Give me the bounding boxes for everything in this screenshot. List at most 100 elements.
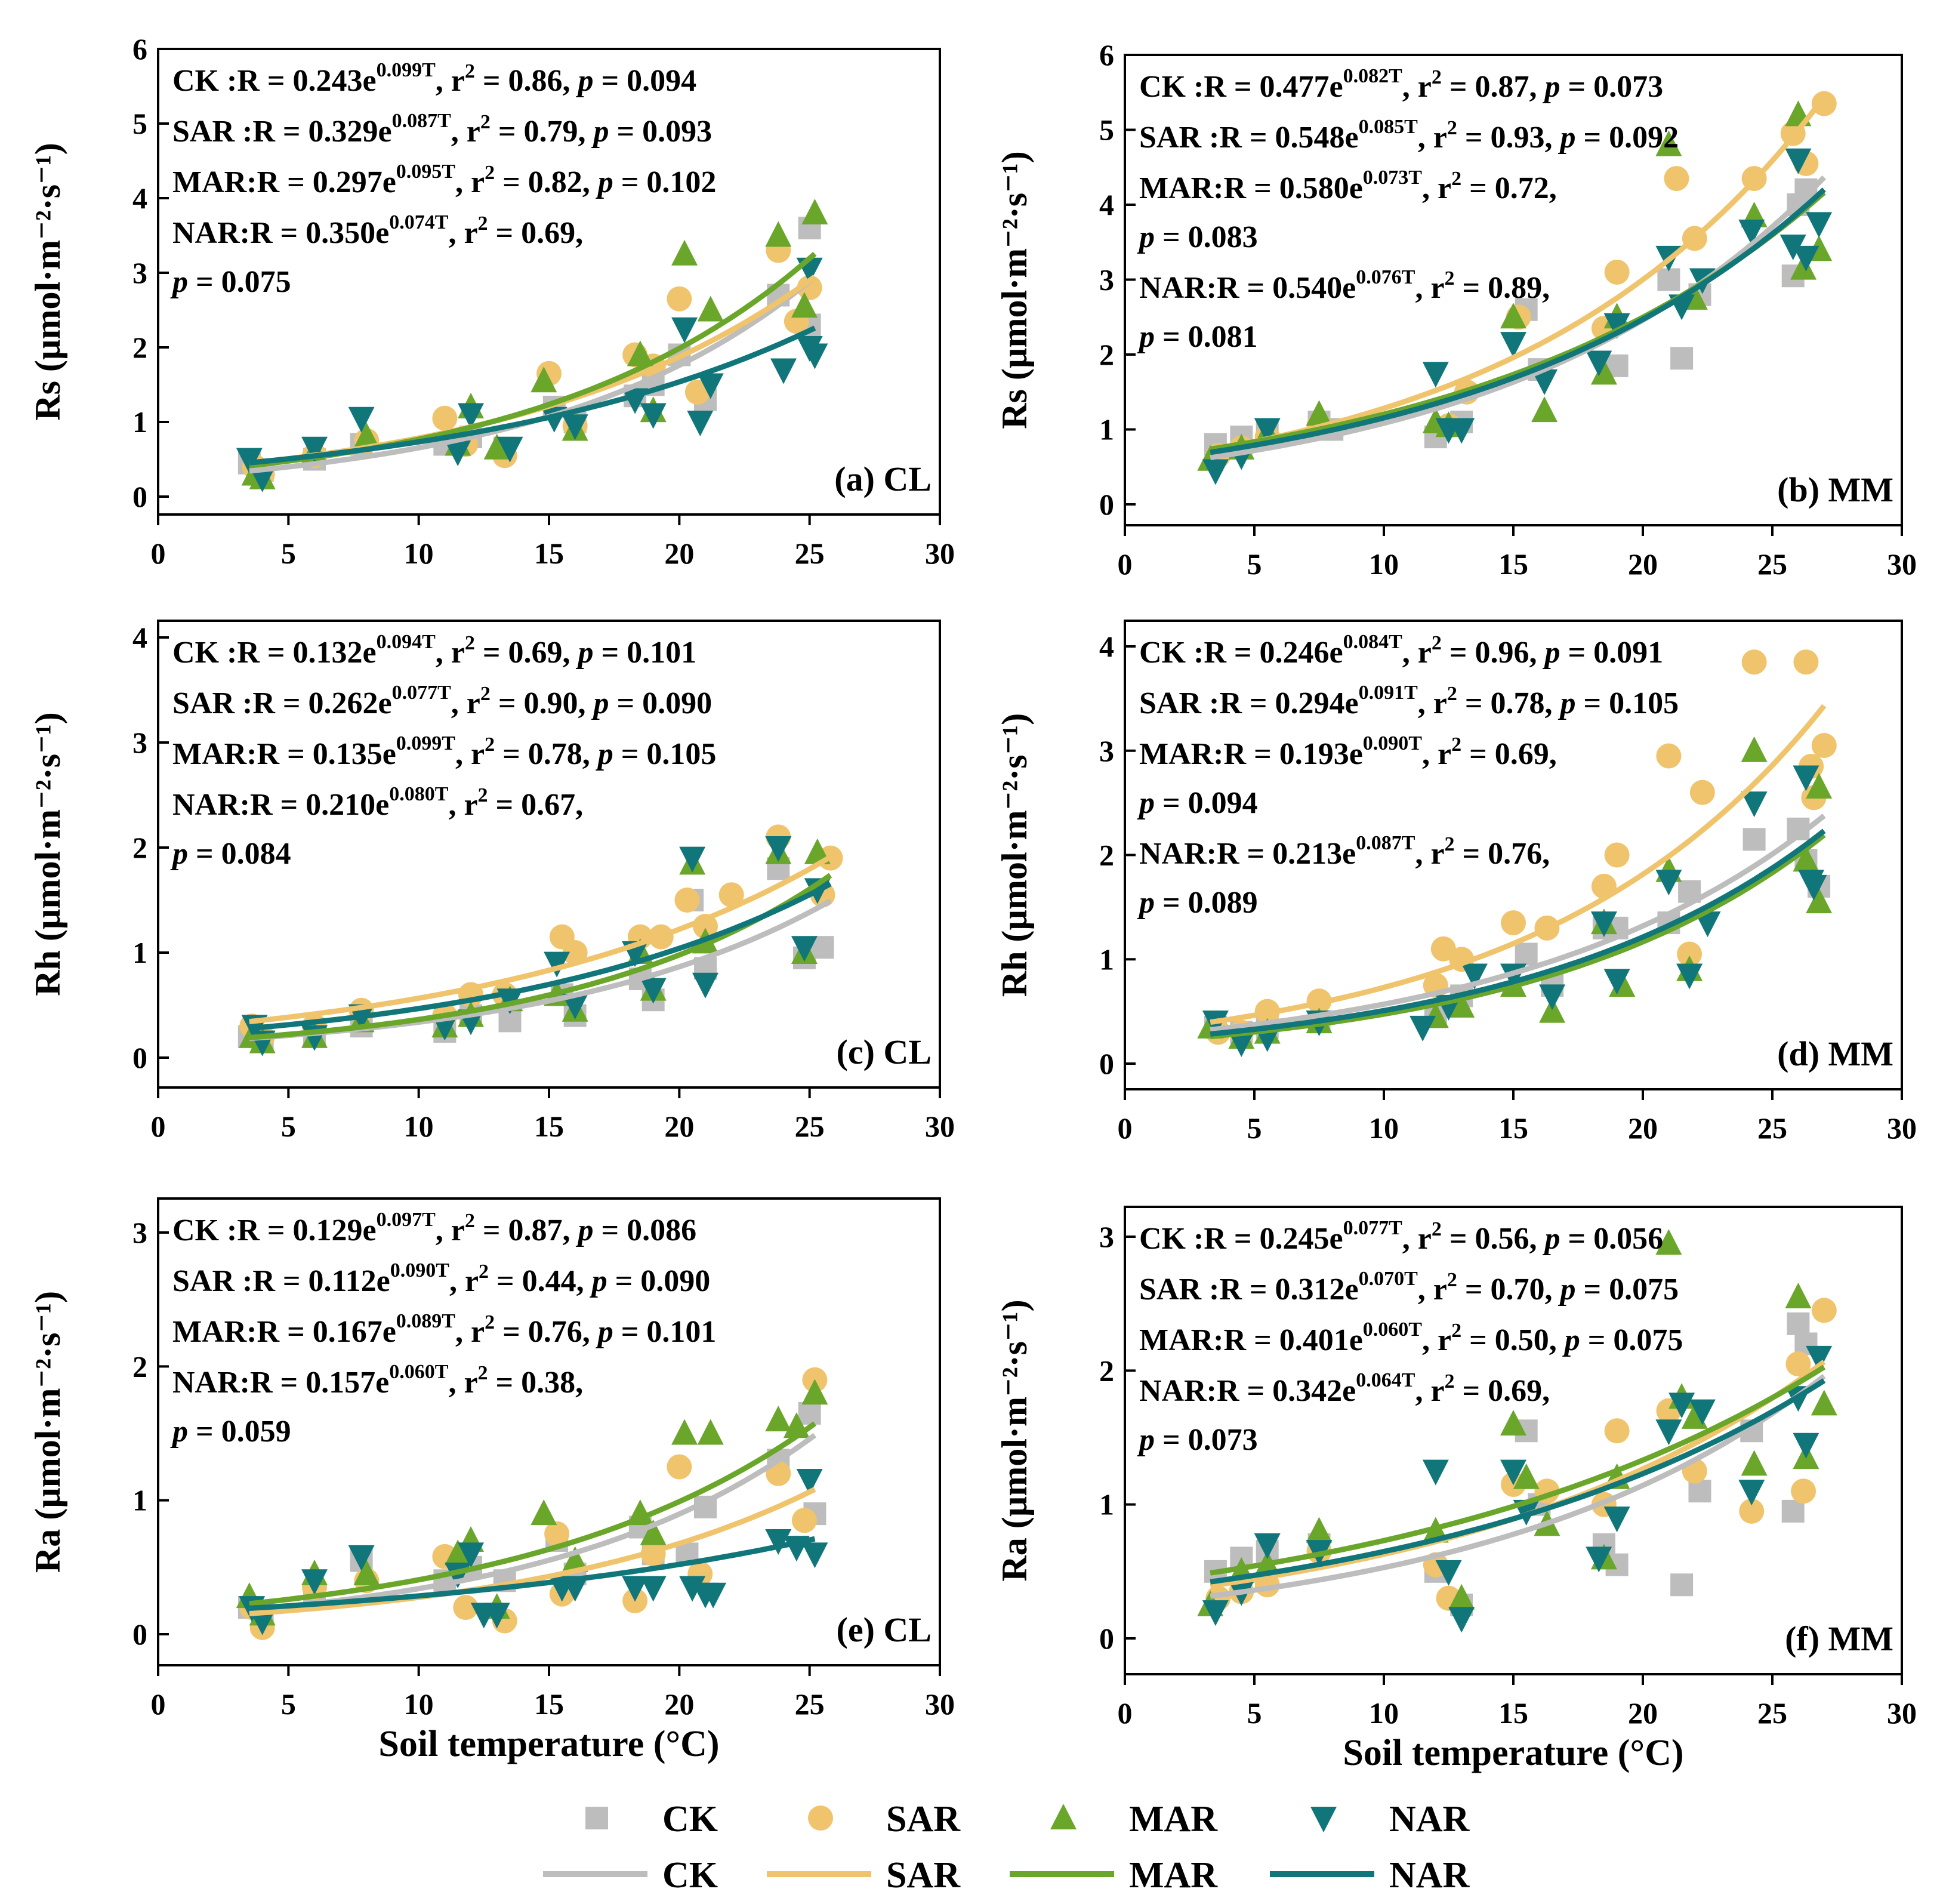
fit-line-SAR xyxy=(249,854,832,1025)
panel-label: (d) MM xyxy=(1777,1034,1893,1073)
data-point xyxy=(801,1379,828,1405)
y-tick-label: 0 xyxy=(1099,488,1114,521)
equation-p-MAR: p = 0.083 xyxy=(1137,220,1258,254)
x-tick-label: 20 xyxy=(1628,547,1658,581)
equation-MAR: MAR:R = 0.580e0.073T, r2 = 0.72, xyxy=(1139,167,1557,205)
data-point xyxy=(1677,941,1703,967)
data-point xyxy=(796,1469,823,1495)
equation-CK: CK :R = 0.243e0.099T, r2 = 0.86, p = 0.0… xyxy=(172,59,696,98)
x-tick-label: 0 xyxy=(1118,1111,1133,1145)
y-tick-label: 1 xyxy=(1099,413,1114,446)
x-tick-label: 30 xyxy=(1887,1696,1917,1730)
data-point xyxy=(445,1539,471,1566)
data-point xyxy=(1448,418,1475,444)
legend-marker-NAR xyxy=(1310,1807,1337,1832)
equation-NAR: NAR:R = 0.540e0.076T, r2 = 0.89, xyxy=(1139,266,1550,305)
fit-line-CK xyxy=(1210,814,1826,1033)
x-tick-label: 15 xyxy=(1498,1696,1528,1730)
data-point xyxy=(1202,1600,1229,1626)
y-tick-label: 6 xyxy=(132,32,147,66)
x-tick-label: 0 xyxy=(151,1110,166,1143)
legend: CK SAR MAR NAR CK SAR MAR NAR xyxy=(543,1799,1470,1896)
data-point xyxy=(1448,1583,1475,1610)
data-point xyxy=(249,1609,276,1635)
fit-line-SAR xyxy=(1210,704,1827,1025)
x-tick-label: 15 xyxy=(534,1110,564,1143)
data-point xyxy=(1793,1432,1819,1459)
fit-line-MAR xyxy=(1210,1364,1826,1576)
data-point xyxy=(801,1542,828,1569)
y-tick-label: 2 xyxy=(1099,338,1114,371)
data-point xyxy=(483,433,510,460)
data-point xyxy=(1741,791,1768,818)
y-tick-label: 0 xyxy=(132,1041,147,1074)
legend-label-CK: CK xyxy=(662,1799,718,1840)
y-tick-label: 4 xyxy=(132,621,147,654)
data-point xyxy=(1688,1480,1711,1503)
panel-label: (c) CL xyxy=(837,1033,932,1071)
data-point xyxy=(765,836,792,862)
y-axis-label: Rs (µmol·m⁻²·s⁻¹) xyxy=(995,151,1034,429)
x-axis-label: Soil temperature (°C) xyxy=(1343,1733,1683,1773)
data-point xyxy=(1811,1390,1837,1416)
x-tick-label: 10 xyxy=(1369,547,1399,581)
data-point xyxy=(1741,736,1768,762)
x-tick-label: 5 xyxy=(281,1687,296,1721)
data-point xyxy=(640,1519,667,1545)
data-point xyxy=(627,340,653,366)
data-point xyxy=(679,1576,706,1602)
x-tick-label: 30 xyxy=(1887,547,1917,581)
data-point xyxy=(1500,332,1526,358)
series-CK xyxy=(238,217,821,482)
fit-line-CK xyxy=(249,275,817,474)
y-tick-label: 3 xyxy=(1099,1220,1114,1253)
x-tick-label: 5 xyxy=(1247,1696,1262,1730)
equation-CK: CK :R = 0.477e0.082T, r2 = 0.87, p = 0.0… xyxy=(1139,65,1663,104)
data-point xyxy=(458,403,484,429)
data-point xyxy=(687,411,714,436)
data-point xyxy=(671,317,698,343)
data-point xyxy=(1793,765,1819,791)
y-tick-label: 0 xyxy=(1099,1622,1114,1655)
data-point xyxy=(531,366,557,393)
x-tick-label: 5 xyxy=(281,1110,296,1143)
x-tick-label: 10 xyxy=(1369,1111,1399,1145)
data-point xyxy=(1811,1298,1837,1323)
data-point xyxy=(1806,212,1833,238)
data-point xyxy=(791,1508,817,1533)
panel-a: 0 1 2 3 4 5 6 0 5 10 15 20 25 30 Rs (µmol·m⁻²·s⁻¹) (a) … xyxy=(28,32,955,570)
series-CK xyxy=(238,857,834,1053)
data-point xyxy=(1785,1282,1812,1308)
data-point xyxy=(348,1545,375,1571)
fit-line-CK xyxy=(1210,1373,1826,1599)
data-point xyxy=(622,1576,649,1602)
data-point xyxy=(1785,148,1812,174)
fit-line-NAR xyxy=(1210,187,1826,455)
data-point xyxy=(1603,1506,1630,1533)
equation-MAR: MAR:R = 0.297e0.095T, r2 = 0.82, p = 0.1… xyxy=(172,161,716,199)
data-point xyxy=(1655,130,1682,156)
legend-marker-MAR xyxy=(1050,1804,1077,1829)
data-point xyxy=(1422,1459,1449,1486)
equation-p-NAR: p = 0.089 xyxy=(1137,886,1258,920)
data-point xyxy=(697,1419,724,1445)
data-point xyxy=(1798,870,1825,896)
data-point xyxy=(1793,649,1819,675)
data-point xyxy=(640,978,667,1004)
panel-b: 0 1 2 3 4 5 6 0 5 10 15 20 25 30 Rs (µmol·m⁻²·s⁻¹) (b) … xyxy=(995,38,1917,581)
panel-d: 0 1 2 3 4 0 5 10 15 20 25 30 Rh (µmol·m⁻²·s⁻¹) (d) MM… xyxy=(995,620,1917,1145)
y-axis-label: Rs (µmol·m⁻²·s⁻¹) xyxy=(28,143,67,421)
data-point xyxy=(301,436,328,463)
data-point xyxy=(1742,828,1766,851)
data-point xyxy=(674,888,700,913)
fit-line-NAR xyxy=(249,1536,816,1611)
data-point xyxy=(1604,259,1630,285)
data-point xyxy=(765,1406,792,1432)
data-point xyxy=(801,199,828,224)
fit-line-NAR xyxy=(1210,828,1826,1037)
data-point xyxy=(1670,347,1694,370)
data-point xyxy=(765,221,792,247)
data-point xyxy=(1515,942,1538,966)
x-tick-label: 20 xyxy=(1628,1111,1658,1145)
